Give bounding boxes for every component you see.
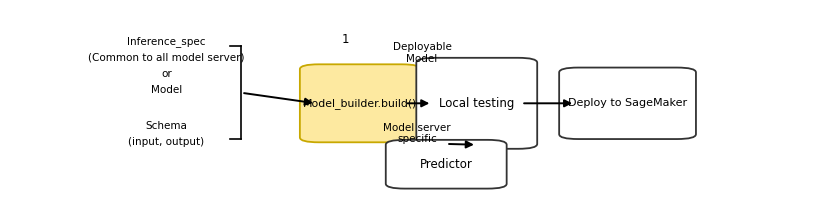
Text: (input, output): (input, output) — [128, 137, 204, 147]
FancyBboxPatch shape — [559, 68, 696, 139]
Text: 1: 1 — [342, 33, 349, 46]
Text: Schema: Schema — [145, 121, 187, 131]
Text: Inference_spec: Inference_spec — [127, 36, 205, 47]
Text: Deployable
Model: Deployable Model — [392, 42, 452, 64]
Text: Model_builder.build(): Model_builder.build() — [303, 98, 417, 109]
FancyBboxPatch shape — [386, 140, 507, 189]
FancyBboxPatch shape — [300, 64, 421, 142]
Text: Model: Model — [150, 85, 182, 95]
Text: Deploy to SageMaker: Deploy to SageMaker — [568, 98, 687, 108]
Text: Local testing: Local testing — [439, 97, 515, 110]
FancyBboxPatch shape — [416, 58, 537, 149]
Text: Predictor: Predictor — [420, 158, 473, 171]
Text: Model server
specific: Model server specific — [383, 123, 451, 144]
Text: (Common to all model server): (Common to all model server) — [88, 53, 245, 63]
Text: or: or — [161, 69, 172, 79]
